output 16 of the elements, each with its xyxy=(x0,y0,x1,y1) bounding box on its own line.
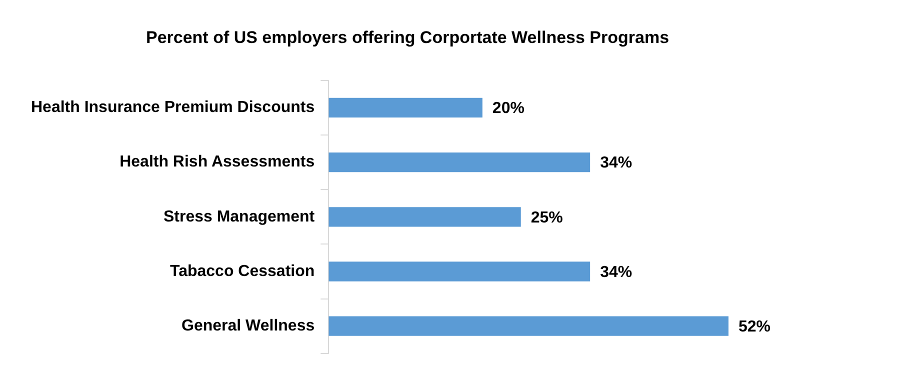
data-label: 25% xyxy=(530,209,563,226)
y-tick-label: Health Rish Assessments xyxy=(120,154,315,171)
bar xyxy=(328,316,728,336)
data-label: 34% xyxy=(600,154,632,172)
bar xyxy=(328,152,590,172)
chart-title: Percent of US employers offering Corportate Wellness Programs xyxy=(146,28,670,47)
data-label: 34% xyxy=(600,264,632,281)
bar xyxy=(328,207,521,227)
bar xyxy=(328,262,590,282)
data-label: 52% xyxy=(738,318,771,336)
bar xyxy=(328,98,482,118)
y-tick-label: Stress Management xyxy=(163,208,316,226)
data-label: 20% xyxy=(492,100,524,118)
y-tick-label: Health Insurance Premium Discounts xyxy=(30,99,315,116)
y-tick-label: Tabacco Cessation xyxy=(170,262,315,280)
y-tick-label: General Wellness xyxy=(182,318,315,335)
